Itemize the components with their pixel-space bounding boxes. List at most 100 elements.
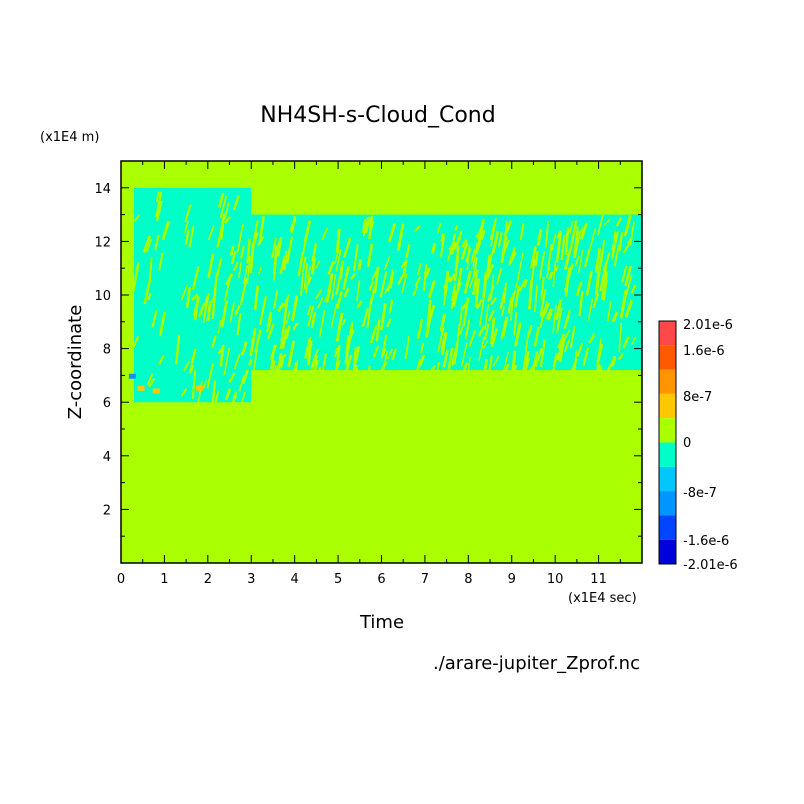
contour-streak — [460, 362, 469, 376]
contour-streak — [437, 222, 442, 234]
contour-streak — [315, 260, 321, 269]
contour-streak — [578, 291, 584, 317]
contour-streak — [236, 313, 242, 336]
contour-streak — [269, 360, 276, 379]
x-axis-label: Time — [359, 612, 404, 633]
contour-streak — [281, 328, 289, 349]
contour-streak — [342, 265, 350, 290]
colorbar-swatch — [659, 321, 676, 346]
colorbar-label: -1.6e-6 — [683, 534, 729, 549]
colorbar-swatch — [659, 491, 676, 516]
contour-streak — [500, 316, 508, 340]
y-tick-label: 12 — [94, 235, 111, 250]
contour-streak — [446, 347, 454, 376]
contour-streak — [538, 250, 546, 281]
x-tick-label: 9 — [508, 572, 516, 587]
contour-streak — [606, 360, 615, 371]
contour-streak — [450, 290, 457, 310]
contour-streak — [386, 318, 392, 328]
contour-streak — [489, 296, 498, 306]
colorbar-label: 2.01e-6 — [683, 318, 733, 333]
colorbar-swatch — [659, 369, 676, 394]
contour-streak — [362, 216, 369, 237]
contour-streak — [241, 369, 249, 385]
colorbar-label: 1.6e-6 — [683, 344, 725, 359]
contour-streak — [272, 365, 277, 378]
contour-streak — [539, 308, 546, 328]
contour-streak — [563, 339, 571, 353]
contour-streak — [404, 336, 410, 360]
contour-streak — [254, 329, 262, 353]
x-tick-label: 5 — [334, 572, 342, 587]
contour-streak — [520, 352, 528, 381]
x-tick-label: 4 — [291, 572, 299, 587]
contour-streak — [510, 350, 517, 376]
contour-streak — [622, 335, 630, 349]
contour-streak — [151, 309, 158, 328]
contour-streak — [569, 221, 574, 234]
y-tick-label: 6 — [103, 396, 111, 411]
contour-streak — [460, 342, 468, 367]
contour-streak — [310, 359, 319, 384]
contour-streak — [223, 202, 230, 219]
contour-streak — [240, 341, 248, 356]
contour-streak — [564, 267, 571, 297]
contour-streak — [306, 340, 313, 366]
contour-streak — [155, 200, 163, 222]
contour-streak — [439, 235, 445, 259]
contour-streak — [190, 293, 199, 301]
contour-streak — [355, 300, 363, 309]
contour-streak — [558, 338, 566, 362]
contour-streak — [188, 225, 195, 248]
contour-streak — [484, 303, 490, 330]
contour-streak — [285, 236, 294, 264]
contour-streak — [220, 300, 229, 328]
contour-streak — [482, 272, 488, 299]
contour-streak — [556, 230, 562, 239]
x-tick-label: 1 — [160, 572, 168, 587]
contour-streak — [574, 255, 580, 267]
contour-streak — [422, 267, 428, 292]
contour-streak — [563, 316, 571, 327]
contour-streak — [158, 311, 167, 337]
contour-streak — [253, 285, 260, 310]
contour-streak — [583, 249, 591, 268]
contour-streak — [630, 284, 637, 294]
contour-streak — [573, 226, 579, 255]
contour-streak — [507, 297, 513, 314]
contour-streak — [216, 219, 225, 248]
contour-streak — [542, 302, 551, 317]
contour-streak — [251, 220, 259, 249]
contour-streak — [533, 326, 540, 347]
contour-streak — [333, 249, 340, 265]
contour-streak — [133, 214, 140, 223]
contour-streak — [622, 293, 628, 305]
contour-streak — [334, 355, 340, 375]
contour-streak — [597, 255, 604, 274]
contour-streak — [464, 273, 472, 288]
contour-streak — [416, 318, 424, 340]
contour-streak — [353, 346, 361, 364]
colorbar-swatch — [659, 442, 676, 467]
contour-streak — [564, 227, 570, 256]
contour-streak — [402, 259, 408, 278]
contour-blip — [137, 385, 145, 391]
x-tick-label: 6 — [377, 572, 385, 587]
contour-streak — [330, 303, 338, 329]
contour-blip — [196, 385, 204, 391]
contour-streak — [466, 357, 471, 374]
contour-streak — [331, 273, 337, 300]
contour-streak — [405, 243, 411, 259]
contour-streak — [524, 350, 530, 366]
contour-streak — [198, 302, 206, 318]
contour-streak — [500, 235, 508, 264]
contour-streak — [356, 279, 361, 301]
contour-streak — [158, 252, 164, 271]
contour-streak — [333, 347, 339, 358]
contour-streak — [501, 305, 505, 316]
contour-streak — [238, 391, 246, 416]
contour-streak — [217, 320, 222, 334]
contour-streak — [266, 311, 273, 329]
contour-streak — [545, 267, 551, 279]
x-tick-label: 11 — [590, 572, 607, 587]
